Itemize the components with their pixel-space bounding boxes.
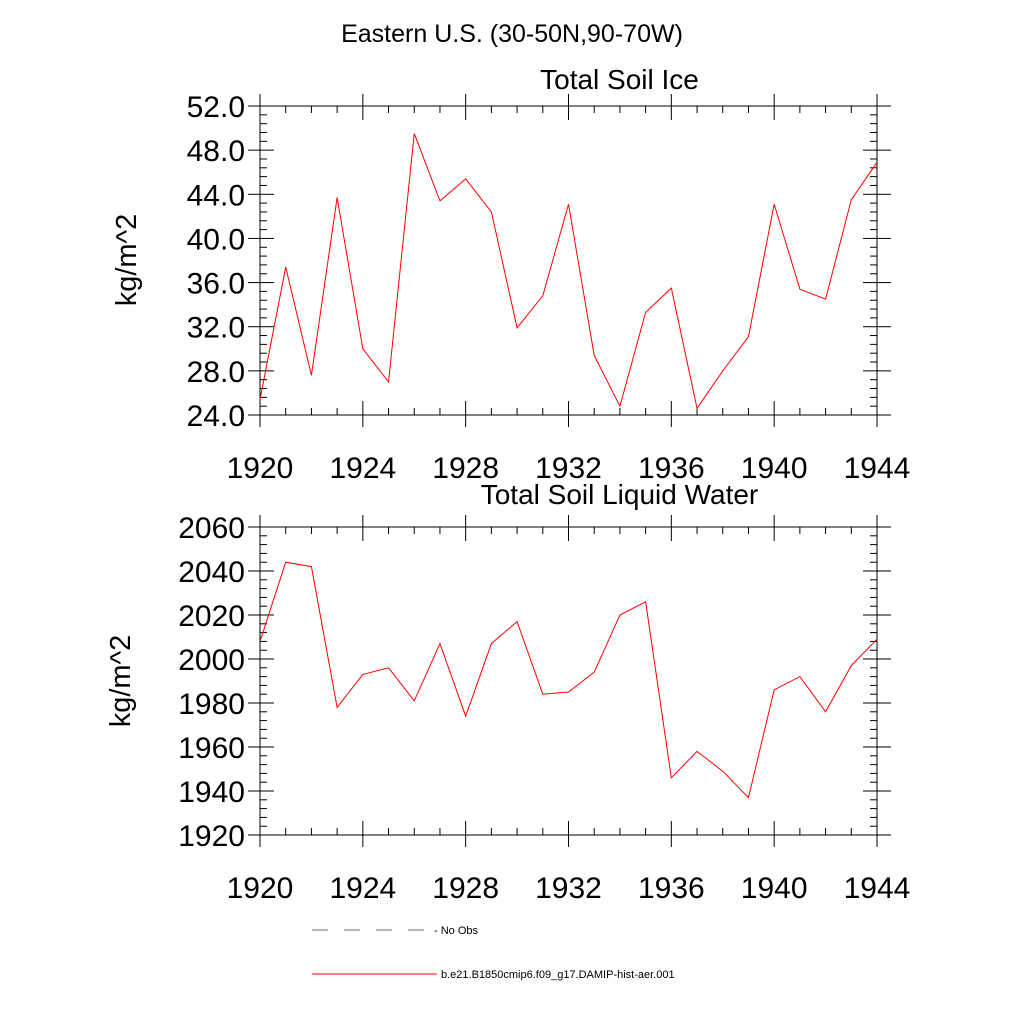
y-tick-label: 40.0: [187, 223, 245, 256]
x-tick-label: 1932: [535, 872, 602, 905]
x-tick-label: 1944: [844, 452, 911, 485]
x-tick-label: 1920: [227, 452, 294, 485]
y-tick-label: 32.0: [187, 312, 245, 345]
y-tick-label: 1940: [178, 776, 245, 809]
series-line-1: [259, 133, 878, 410]
x-tick-label: 1944: [844, 872, 911, 905]
y-axis-label: kg/m^2: [111, 214, 143, 307]
x-tick-label: 1936: [638, 452, 705, 485]
x-tick-label: 1936: [638, 872, 705, 905]
y-tick-label: 52.0: [187, 91, 245, 124]
x-tick-label: 1928: [432, 452, 499, 485]
x-tick-label: 1940: [741, 872, 808, 905]
plot-frame: [259, 526, 878, 836]
y-tick-label: 44.0: [187, 179, 245, 212]
legend: - No Obs b.e21.B1850cmip6.f09_g17.DAMIP-h…: [312, 925, 675, 981]
x-tick-label: 1924: [329, 872, 396, 905]
y-tick-label: 1980: [178, 688, 245, 721]
figure-suptitle: Eastern U.S. (30-50N,90-70W): [341, 20, 683, 48]
x-tick-label: 1940: [741, 452, 808, 485]
chart-panels: Total Soil Ice kg/m^2 1920 1924 1928 1932 1936…: [105, 64, 910, 905]
y-tick-label: 48.0: [187, 135, 245, 168]
y-tick-label: 2040: [178, 556, 245, 589]
chart-panel-2: Total Soil Liquid Water kg/m^2 1920 1924 192…: [105, 479, 910, 905]
x-tick-label: 1932: [535, 452, 602, 485]
y-axis-label: kg/m^2: [105, 635, 137, 728]
y-tick-label: 1960: [178, 732, 245, 765]
legend-label-2: b.e21.B1850cmip6.f09_g17.DAMIP-hist-aer.…: [441, 969, 675, 981]
chart-title: Total Soil Ice: [540, 64, 699, 95]
y-tick-label: 24.0: [187, 400, 245, 433]
y-tick-label: 2060: [178, 512, 245, 545]
y-tick-label: 1920: [178, 820, 245, 853]
y-tick-label: 2020: [178, 600, 245, 633]
legend-label-1: - No Obs: [434, 925, 479, 937]
chart-panel-1: Total Soil Ice kg/m^2 1920 1924 1928 1932 1936…: [111, 64, 910, 485]
x-tick-label: 1920: [227, 872, 294, 905]
y-tick-label: 28.0: [187, 356, 245, 389]
y-tick-label: 2000: [178, 644, 245, 677]
chart-title: Total Soil Liquid Water: [481, 479, 759, 510]
plot-frame: [259, 105, 878, 416]
y-tick-label: 36.0: [187, 268, 245, 301]
x-tick-label: 1928: [432, 872, 499, 905]
series-line-1: [259, 561, 878, 799]
x-tick-label: 1924: [329, 452, 396, 485]
